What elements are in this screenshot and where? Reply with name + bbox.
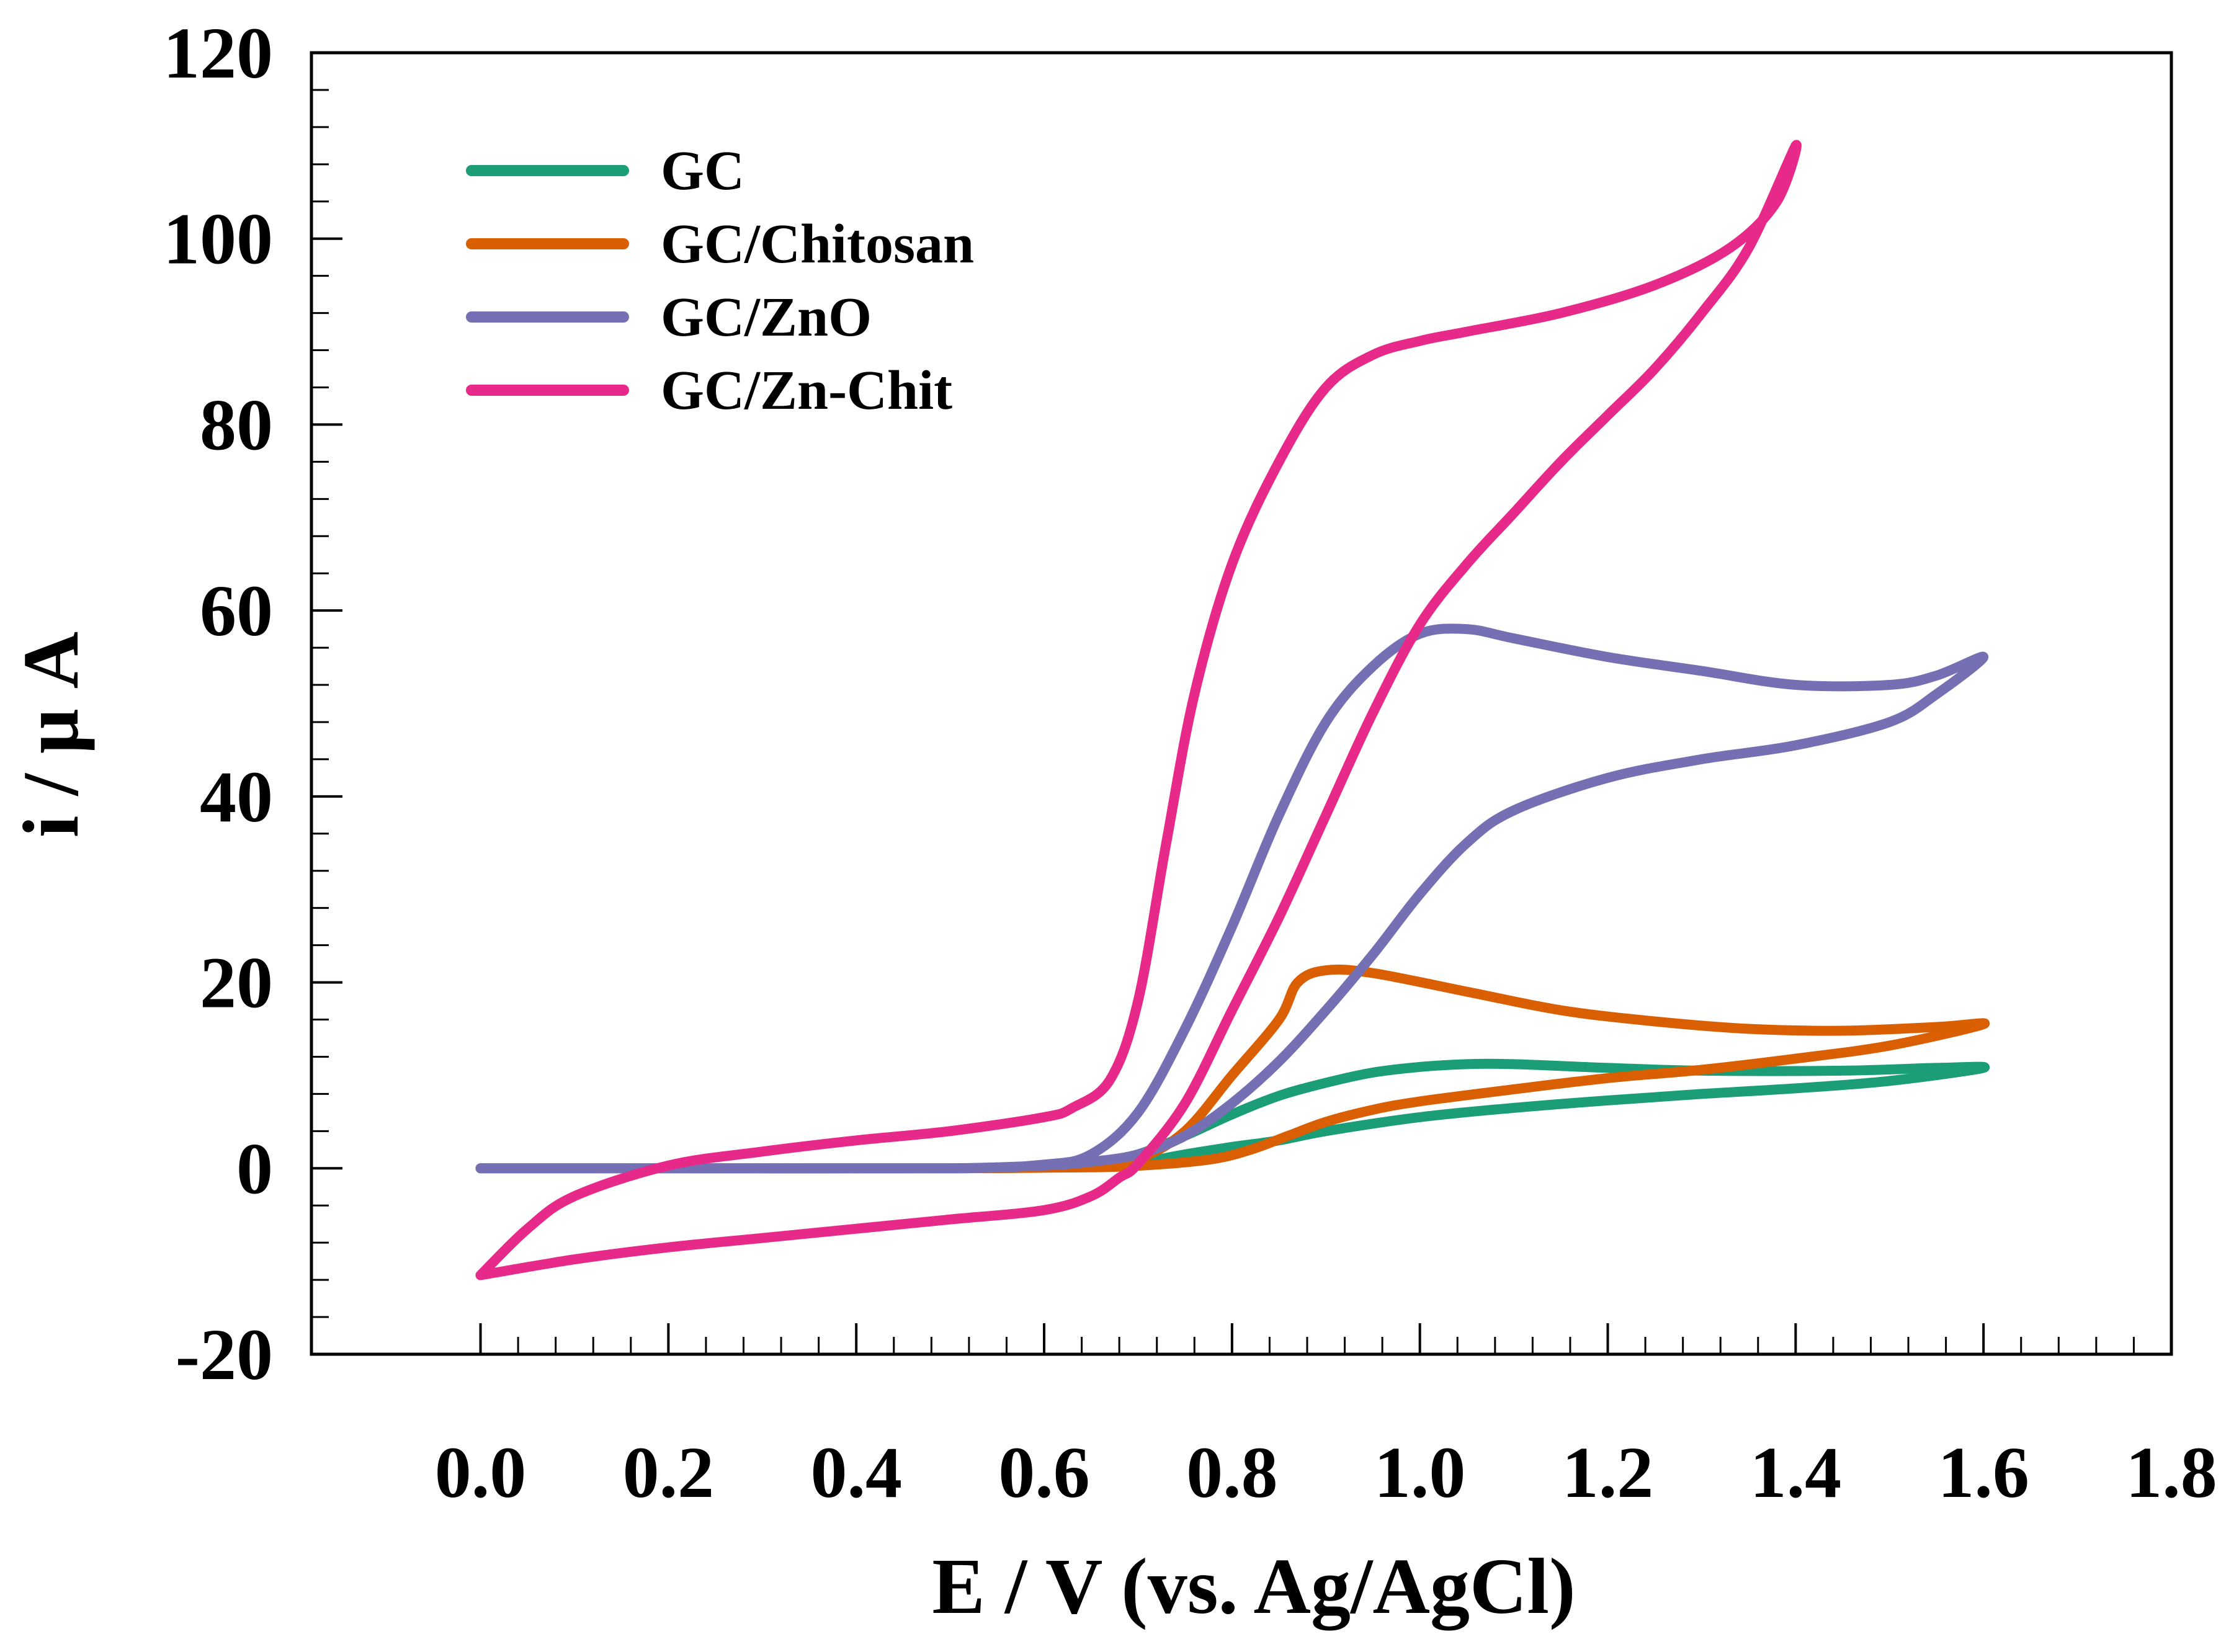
legend-label: GC: [661, 140, 744, 202]
x-tick-label: 0.8: [1186, 1432, 1278, 1513]
minor-ticks: [311, 89, 2135, 1354]
x-axis-title: E / V (vs. Ag/AgCl): [932, 1542, 1575, 1630]
legend-label: GC/ZnO: [661, 287, 872, 348]
x-axis-ticks: 0.0 0.2 0.4 0.6 0.8 1.0 1.2 1.4 1.6 1.8: [435, 1323, 2217, 1513]
y-tick-label: -20: [176, 1314, 273, 1395]
x-tick-label: 1.6: [1937, 1432, 2029, 1513]
y-tick-label: 120: [163, 12, 273, 94]
x-tick-label: 0.4: [810, 1432, 902, 1513]
series-layer: [475, 140, 1990, 1280]
legend: GC GC/Chitosan GC/ZnO GC/Zn-Chit: [466, 140, 974, 421]
x-tick-label: 1.2: [1562, 1432, 1654, 1513]
y-axis-title: i / μ A: [7, 632, 95, 837]
x-tick-label: 1.4: [1750, 1432, 1842, 1513]
y-tick-label: 40: [200, 756, 273, 837]
y-tick-label: 0: [236, 1128, 273, 1209]
y-tick-label: 60: [200, 570, 273, 651]
x-tick-label: 1.8: [2125, 1432, 2217, 1513]
legend-label: GC/Zn-Chit: [661, 360, 952, 421]
y-tick-label: 80: [200, 384, 273, 465]
plot-frame-layer: [310, 51, 2173, 1356]
x-tick-label: 0.6: [998, 1432, 1090, 1513]
legend-label: GC/Chitosan: [661, 213, 974, 275]
x-tick-label: 0.0: [435, 1432, 527, 1513]
x-tick-label: 0.2: [623, 1432, 715, 1513]
series-line-gc-zn-chit: [475, 140, 1802, 1280]
series-line-gc-zno: [475, 623, 1989, 1174]
x-tick-label: 1.0: [1374, 1432, 1466, 1513]
plot-frame: [310, 51, 2173, 1356]
y-tick-label: 20: [200, 942, 273, 1024]
y-tick-label: 100: [163, 199, 273, 280]
y-axis-ticks: -20 0 20 40 60 80 100 120: [163, 12, 342, 1395]
